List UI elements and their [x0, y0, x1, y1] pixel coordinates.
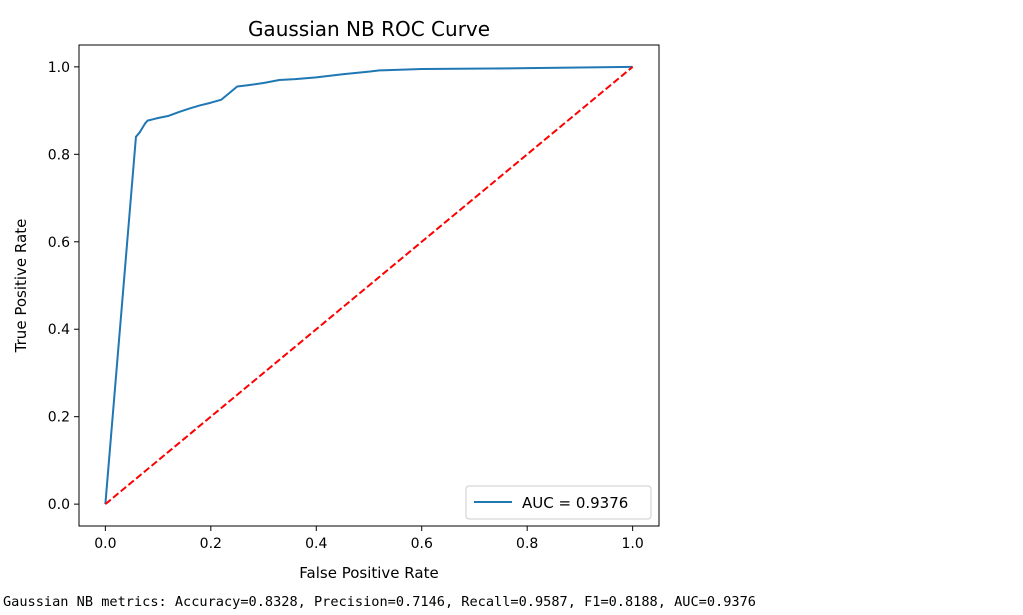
metrics-output: Gaussian NB metrics: Accuracy=0.8328, Pr… [3, 594, 756, 610]
y-tick-label: 1.0 [48, 60, 70, 76]
y-tick-label: 0.2 [48, 410, 70, 426]
x-tick-label: 0.4 [305, 536, 327, 552]
y-tick-label: 0.0 [48, 497, 70, 513]
x-tick-label: 0.6 [411, 536, 433, 552]
plot-frame [78, 44, 660, 527]
roc-chart: Gaussian NB ROC Curve 0.0 0.2 0.4 0.6 0.8 1.0… [12, 17, 660, 582]
x-tick-label: 0.8 [516, 536, 538, 552]
legend-label: AUC = 0.9376 [522, 494, 628, 512]
plot-series [104, 65, 634, 505]
x-tick-label: 1.0 [622, 536, 644, 552]
x-axis-ticks: 0.0 0.2 0.4 0.6 0.8 1.0 [94, 526, 644, 552]
roc-curve-line [104, 65, 633, 505]
legend: AUC = 0.9376 [465, 485, 652, 520]
y-tick-label: 0.6 [48, 235, 70, 251]
y-tick-label: 0.4 [48, 322, 70, 338]
y-axis-ticks: 0.0 0.2 0.4 0.6 0.8 1.0 [48, 60, 79, 513]
y-tick-label: 0.8 [48, 147, 70, 163]
chance-diagonal-line [104, 66, 634, 505]
chart-title: Gaussian NB ROC Curve [248, 17, 490, 41]
x-axis-label: False Positive Rate [299, 564, 438, 582]
legend-box [465, 485, 652, 520]
x-tick-label: 0.2 [200, 536, 222, 552]
y-axis-label: True Positive Rate [12, 219, 30, 354]
x-tick-label: 0.0 [94, 536, 116, 552]
